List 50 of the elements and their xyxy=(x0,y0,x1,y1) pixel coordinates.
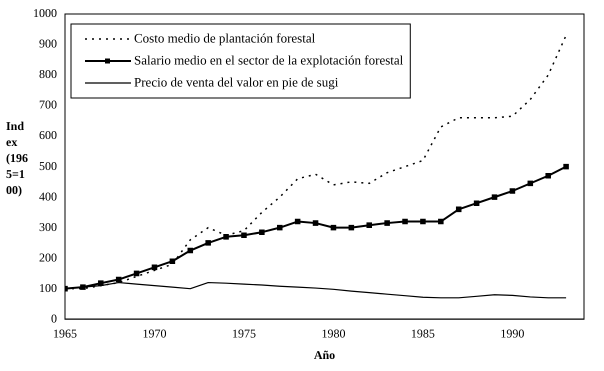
point xyxy=(563,164,569,170)
point xyxy=(330,224,336,230)
point xyxy=(294,218,300,224)
point xyxy=(116,276,122,282)
legend-label: Salario medio en el sector de la explotación forestal xyxy=(134,52,404,68)
y-tick-label: 900 xyxy=(39,36,57,51)
y-tick-label: 700 xyxy=(39,98,57,112)
point xyxy=(259,229,265,235)
point xyxy=(152,264,158,270)
point xyxy=(545,172,551,179)
point xyxy=(276,224,283,230)
point xyxy=(456,206,462,212)
y-tick-label: 1000 xyxy=(33,6,57,20)
point xyxy=(402,218,408,224)
point xyxy=(366,222,372,228)
x-tick-label: 1980 xyxy=(321,326,346,341)
legend-label: Costo medio de plantación forestal xyxy=(134,30,316,46)
point xyxy=(510,188,516,194)
x-tick-label: 1965 xyxy=(53,326,77,341)
x-axis-title: Año xyxy=(314,348,336,362)
point xyxy=(205,240,211,246)
point xyxy=(384,220,390,226)
y-tick-label: 200 xyxy=(39,250,57,264)
point xyxy=(223,234,229,240)
point xyxy=(312,220,318,226)
y-tick-label: 100 xyxy=(39,280,57,295)
x-tick-label: 1970 xyxy=(142,326,166,341)
x-tick-label: 1985 xyxy=(410,326,435,341)
point xyxy=(170,258,176,264)
y-tick-label: 400 xyxy=(39,189,57,204)
point xyxy=(241,232,247,238)
x-tick-label: 1975 xyxy=(232,326,256,341)
y-tick-label: 0 xyxy=(51,311,57,326)
point xyxy=(438,218,444,224)
point xyxy=(348,224,354,230)
point xyxy=(188,248,194,254)
point xyxy=(80,284,86,290)
point xyxy=(420,218,426,224)
point xyxy=(528,180,534,186)
y-tick-label: 300 xyxy=(39,220,57,234)
point xyxy=(474,200,480,206)
x-tick-label: 1990 xyxy=(500,326,524,341)
y-axis-title: Index (1965=100) xyxy=(6,118,28,198)
point xyxy=(98,280,104,286)
legend-label: Precio de venta del valor en pie de sugi xyxy=(134,74,339,90)
y-tick-label: 600 xyxy=(39,128,57,142)
y-tick-label: 800 xyxy=(39,67,57,82)
point xyxy=(492,194,498,200)
point xyxy=(134,270,140,276)
y-tick-label: 500 xyxy=(39,158,57,173)
